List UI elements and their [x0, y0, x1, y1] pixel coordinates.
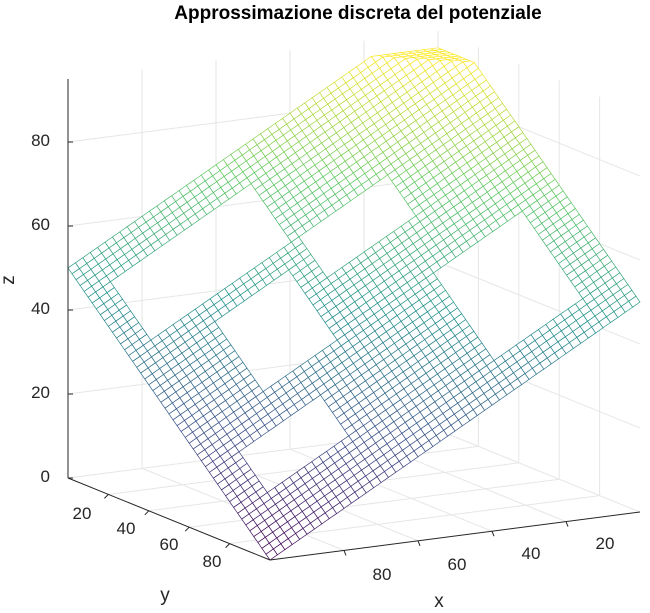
y-axis-label: y [160, 585, 170, 606]
x-tick-label: 20 [596, 534, 615, 553]
y-tick [104, 494, 109, 499]
z-axis-label: z [0, 275, 19, 285]
grid-line [67, 177, 439, 227]
y-tick [144, 510, 150, 516]
x-tick [491, 531, 495, 537]
grid-line [437, 429, 641, 513]
y-tick-label: 80 [203, 552, 222, 571]
x-tick [417, 540, 421, 546]
y-axis-line [67, 477, 271, 561]
y-tick [225, 543, 230, 548]
z-tick-label: 20 [31, 383, 50, 402]
y-tick-label: 20 [73, 504, 92, 523]
z-tick-label: 60 [31, 215, 50, 234]
z-tick-label: 0 [41, 467, 50, 486]
x-axis-label: x [434, 591, 444, 612]
x-axis-line [269, 511, 641, 561]
x-tick-label: 40 [522, 544, 541, 563]
chart-title: Approssimazione discreta del potenziale [174, 3, 541, 24]
y-tick-label: 60 [160, 535, 179, 554]
y-tick [184, 526, 190, 532]
grid-line [437, 261, 641, 345]
surface-mesh [67, 47, 641, 561]
z-tick-label: 40 [31, 299, 50, 318]
y-tick-label: 40 [117, 519, 136, 538]
x-tick [565, 521, 569, 527]
z-tick-label: 80 [31, 131, 50, 150]
x-tick [343, 550, 347, 556]
x-tick-label: 80 [373, 565, 392, 584]
x-tick-label: 60 [448, 555, 467, 574]
axes-lines [67, 79, 641, 561]
